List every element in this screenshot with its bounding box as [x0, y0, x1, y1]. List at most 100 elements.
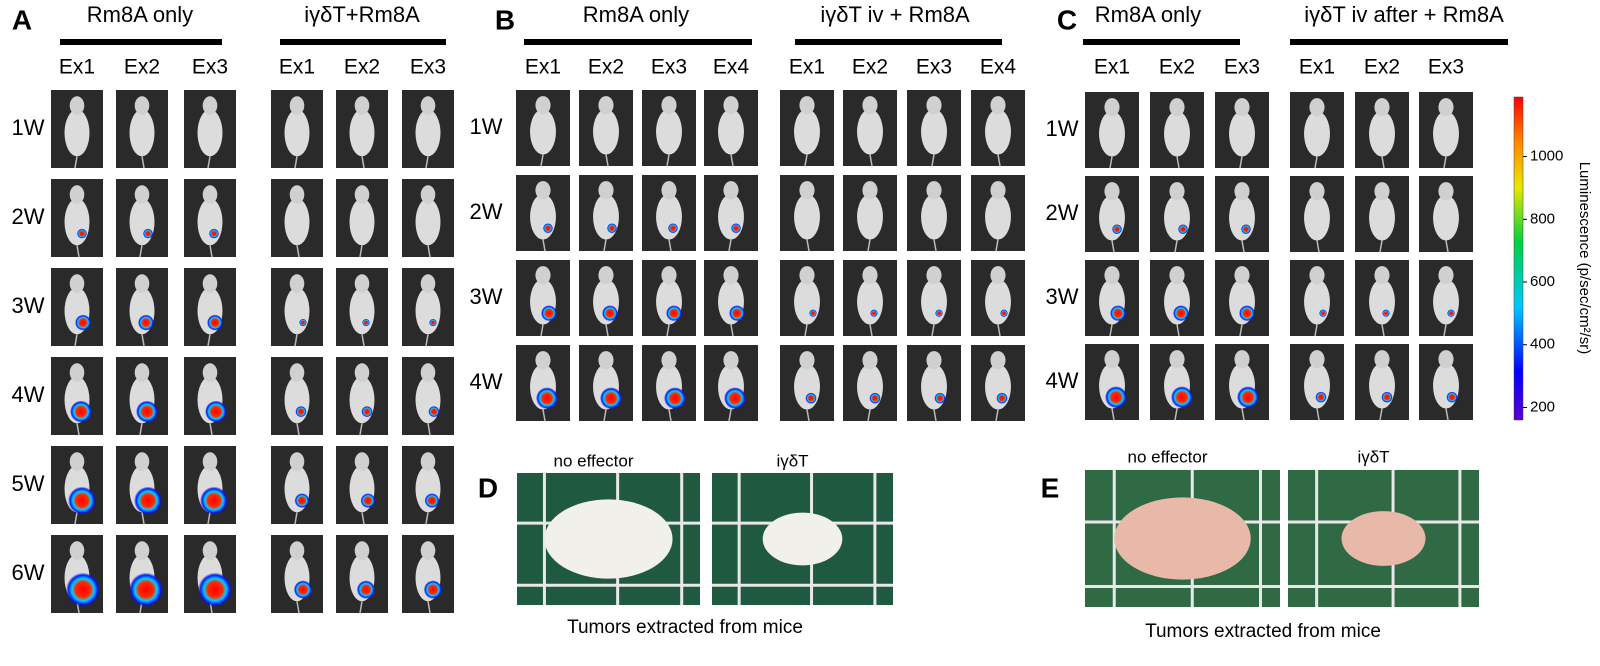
signal [362, 318, 370, 327]
mouse-body [718, 109, 744, 155]
signal [428, 406, 440, 418]
group-bar [795, 39, 1002, 45]
mouse-image [780, 345, 834, 422]
tumor [1341, 511, 1426, 566]
row-label: 3W [470, 284, 503, 309]
column-label: Ex1 [279, 56, 315, 79]
mouse-image [116, 179, 168, 258]
mouse-head [990, 96, 1006, 115]
signal [934, 392, 946, 404]
mouse-head [926, 351, 942, 370]
mouse-image [516, 345, 570, 422]
mouse-head [69, 274, 85, 293]
mouse-image [1215, 344, 1269, 421]
mouse-image [780, 260, 834, 337]
mouse-head [990, 351, 1006, 370]
mouse-head [420, 452, 436, 471]
mouse-image [780, 175, 834, 252]
row-label: 1W [1046, 116, 1079, 141]
mouse-image [1150, 92, 1204, 169]
mouse-image [336, 179, 388, 258]
mouse-body [197, 109, 223, 157]
mouse-image [1290, 344, 1344, 421]
mouse-image [971, 90, 1025, 167]
mouse-head [1234, 182, 1250, 201]
mouse-image [116, 268, 168, 347]
group-bar [280, 39, 446, 45]
mouse-head [661, 266, 677, 285]
mouse-tail [1174, 240, 1178, 253]
mouse-tail [605, 324, 609, 337]
row-label: 4W [1046, 368, 1079, 393]
mouse-image [1215, 260, 1269, 337]
mouse-head [1438, 350, 1454, 369]
mouse-tail [359, 601, 363, 614]
signal [536, 387, 558, 410]
column-label: Ex3 [1224, 56, 1260, 79]
signal [935, 309, 943, 318]
mouse-tail [1174, 408, 1178, 421]
mouse-tail [1109, 324, 1113, 337]
mouse-image [907, 345, 961, 422]
mouse-image [51, 446, 103, 525]
mouse-body [1099, 195, 1125, 241]
mouse-image [336, 357, 388, 436]
column-label: Ex2 [1364, 56, 1400, 79]
mouse-tail [427, 601, 431, 614]
mouse-image [116, 535, 168, 614]
mouse-tail [361, 512, 365, 525]
mouse-image [116, 90, 168, 169]
colorbar [1513, 96, 1524, 421]
mouse-head [420, 363, 436, 382]
panel-label: E [1041, 472, 1060, 503]
mouse-head [1234, 98, 1250, 117]
mouse-body [1229, 111, 1255, 157]
mouse-image [1085, 92, 1139, 169]
mouse-body [985, 279, 1011, 325]
signal [1112, 224, 1122, 235]
tumor-photo [517, 473, 700, 605]
signal [1319, 309, 1327, 318]
mouse-head [723, 181, 739, 200]
mouse-body [794, 364, 820, 410]
column-label: Ex4 [980, 56, 1017, 79]
signal [134, 486, 162, 515]
colorbar-tick-label: 600 [1530, 273, 1555, 290]
mouse-tail [869, 154, 873, 167]
mouse-body [129, 198, 155, 246]
mouse-head [990, 181, 1006, 200]
mouse-image [516, 90, 570, 167]
signal [996, 392, 1008, 404]
mouse-head [289, 274, 305, 293]
mouse-image [1290, 260, 1344, 337]
mouse-body [530, 194, 556, 240]
mouse-image [907, 175, 961, 252]
mouse-tail [931, 324, 935, 337]
mouse-image [184, 535, 236, 614]
row-label: 5W [12, 471, 45, 496]
mouse-tail [1239, 324, 1243, 337]
mouse-image [51, 268, 103, 347]
mouse-image [907, 260, 961, 337]
mouse-head [598, 266, 614, 285]
mouse-body [593, 194, 619, 240]
mouse-head [1104, 266, 1120, 285]
mouse-image [184, 179, 236, 258]
mouse-body [349, 198, 375, 246]
mouse-tail [359, 245, 363, 258]
mouse-image [271, 90, 323, 169]
mouse-tail [1316, 408, 1320, 421]
mouse-tail [933, 239, 937, 252]
mouse-head [1309, 98, 1325, 117]
group-title: iγδT iv after + Rm8A [1304, 2, 1504, 27]
mouse-body [1164, 195, 1190, 241]
mouse-image [579, 260, 633, 337]
mouse-tail [1111, 408, 1115, 421]
mouse-head [420, 96, 436, 115]
mouse-head [202, 452, 218, 471]
mouse-head [1169, 98, 1185, 117]
photo-label: iγδT [776, 451, 808, 470]
signal [293, 580, 313, 599]
column-label: Ex3 [410, 56, 446, 79]
